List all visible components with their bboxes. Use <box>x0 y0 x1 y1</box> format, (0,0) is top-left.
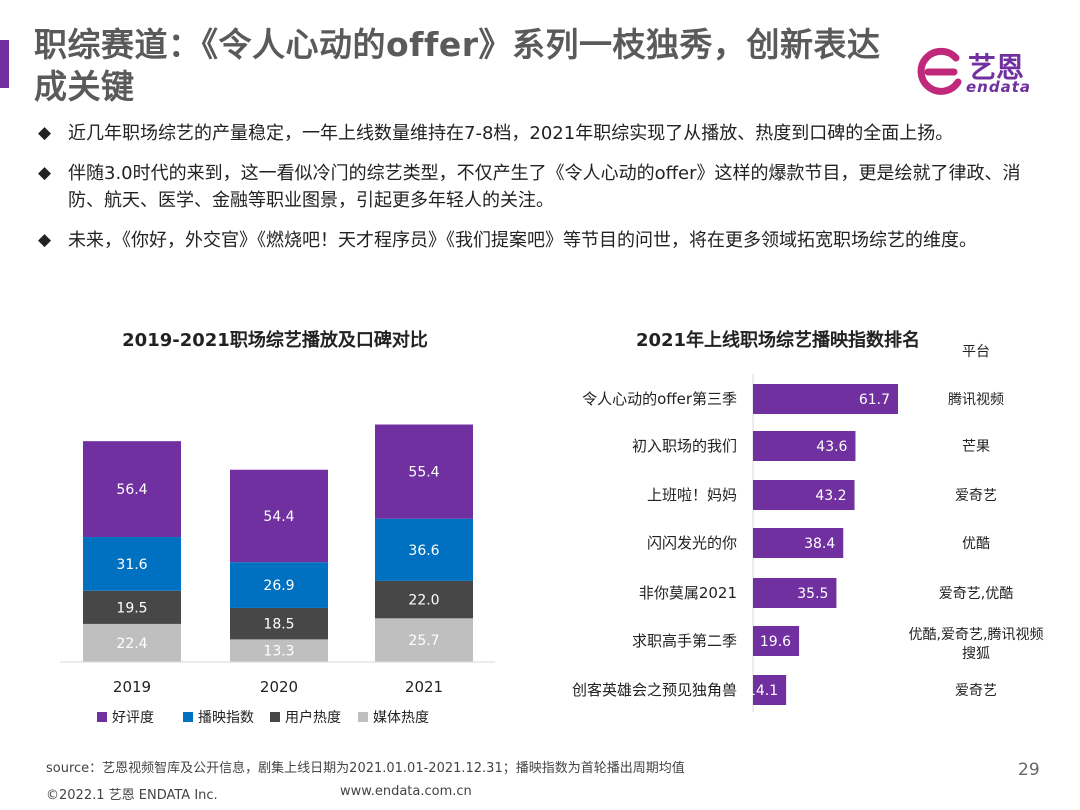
bar-segment <box>375 618 473 662</box>
legend-label: 媒体热度 <box>373 710 429 726</box>
bullet-item: ◆ 未来，《你好，外交官》《燃烧吧！天才程序员》《我们提案吧》等节目的问世，将在… <box>36 227 1026 254</box>
data-label: 22.4 <box>116 636 147 652</box>
data-label: 56.4 <box>116 482 147 498</box>
bar <box>753 528 844 558</box>
platform-header: 平台 <box>962 344 990 360</box>
data-label: 36.6 <box>408 543 439 559</box>
data-label: 25.7 <box>408 633 439 649</box>
data-label: 31.6 <box>116 557 147 573</box>
bar-segment <box>230 607 328 640</box>
bullet-text: 未来，《你好，外交官》《燃烧吧！天才程序员》《我们提案吧》等节目的问世，将在更多… <box>68 230 977 251</box>
platform-label: 优酷,爱奇艺,腾讯视频 <box>909 626 1044 643</box>
platform-label: 爱奇艺,优酷 <box>939 585 1013 602</box>
bullet-text: 近几年职场综艺的产量稳定，一年上线数量维持在7-8档，2021年职综实现了从播放… <box>68 123 954 144</box>
data-label: 26.9 <box>263 578 294 594</box>
stacked-bar-chart: 2019-2021职场综艺播放及口碑对比 22.4 19.5 31.6 56.4 2019… <box>40 320 510 740</box>
data-label: 43.6 <box>816 439 847 455</box>
chart-title: 2021年上线职场综艺播映指数排名 <box>636 329 920 351</box>
bar <box>753 675 787 705</box>
bar <box>753 578 837 608</box>
legend-swatch <box>270 712 280 722</box>
source-note: source：艺恩视频智库及公开信息，剧集上线日期为2021.01.01-202… <box>46 761 685 776</box>
platform-label: 芒果 <box>962 439 990 455</box>
bar-segment <box>83 623 181 662</box>
bar-segment <box>83 590 181 624</box>
data-label: 14.1 <box>747 683 778 699</box>
bar-segment <box>83 441 181 538</box>
title-accent-bar <box>0 40 9 88</box>
data-label: 22.0 <box>408 593 439 609</box>
bar <box>753 480 855 510</box>
category-label: 求职高手第二季 <box>632 632 737 650</box>
bar-segment <box>375 518 473 581</box>
bullet-item: ◆ 近几年职场综艺的产量稳定，一年上线数量维持在7-8档，2021年职综实现了从… <box>36 120 1026 147</box>
platform-label: 优酷 <box>962 536 990 552</box>
platform-label: 爱奇艺 <box>955 487 997 504</box>
category-label: 上班啦！妈妈 <box>647 486 737 504</box>
data-label: 13.3 <box>263 644 294 660</box>
diamond-bullet-icon: ◆ <box>38 163 52 183</box>
footer-url: www.endata.com.cn <box>340 784 472 799</box>
bar <box>753 626 800 656</box>
diamond-bullet-icon: ◆ <box>38 123 52 143</box>
bar <box>753 384 898 414</box>
data-label: 55.4 <box>408 465 439 481</box>
bar-segment <box>230 562 328 608</box>
category-label: 初入职场的我们 <box>632 437 737 455</box>
x-tick-label: 2021 <box>405 678 443 696</box>
bar-segment <box>230 469 328 563</box>
x-tick-label: 2020 <box>260 678 298 696</box>
data-label: 35.5 <box>797 586 828 602</box>
x-tick-label: 2019 <box>113 678 151 696</box>
endata-logo: 艺恩 endata <box>912 44 1052 100</box>
endata-logo-icon <box>917 47 962 95</box>
data-label: 18.5 <box>263 617 294 633</box>
data-label: 61.7 <box>859 392 890 408</box>
legend-swatch <box>97 712 107 722</box>
data-label: 38.4 <box>804 536 835 552</box>
bar <box>753 431 856 461</box>
bullet-list: ◆ 近几年职场综艺的产量稳定，一年上线数量维持在7-8档，2021年职综实现了从… <box>36 120 1026 267</box>
legend-swatch <box>183 712 193 722</box>
data-label: 54.4 <box>263 509 294 525</box>
platform-label: 腾讯视频 <box>948 391 1004 408</box>
legend-label: 用户热度 <box>285 709 341 726</box>
bar-segment <box>375 580 473 619</box>
category-label: 非你莫属2021 <box>639 584 737 602</box>
ranking-bar-chart: 2021年上线职场综艺播映指数排名平台令人心动的offer第三季 61.7 腾讯视频… <box>540 320 1070 740</box>
logo-text: 艺恩 <box>968 51 1025 84</box>
diamond-bullet-icon: ◆ <box>38 230 52 250</box>
stacked-bar-chart-svg: 2019-2021职场综艺播放及口碑对比 22.4 19.5 31.6 56.4 2019… <box>60 329 495 726</box>
data-label: 19.5 <box>116 600 147 616</box>
copyright: ©2022.1 艺恩 ENDATA Inc. <box>46 788 218 803</box>
page-number: 29 <box>1018 760 1040 780</box>
logo-subtext: endata <box>966 78 1032 96</box>
category-label: 令人心动的offer第三季 <box>582 390 737 408</box>
data-label: 19.6 <box>760 634 791 650</box>
platform-label: 爱奇艺 <box>955 682 997 699</box>
legend-label: 好评度 <box>112 710 154 726</box>
bar-segment <box>83 537 181 591</box>
legend-label: 播映指数 <box>198 710 254 726</box>
chart-title: 2019-2021职场综艺播放及口碑对比 <box>122 329 428 351</box>
page-title: 职综赛道：《令人心动的offer》系列一枝独秀，创新表达成关键 <box>34 25 881 106</box>
platform-label: 搜狐 <box>962 646 990 662</box>
data-label: 43.2 <box>815 488 846 504</box>
bar-segment <box>230 639 328 662</box>
category-label: 闪闪发光的你 <box>647 534 737 552</box>
bullet-item: ◆ 伴随3.0时代的来到，这一看似冷门的综艺类型，不仅产生了《令人心动的offe… <box>36 160 1026 214</box>
legend-swatch <box>358 712 368 722</box>
bullet-text: 伴随3.0时代的来到，这一看似冷门的综艺类型，不仅产生了《令人心动的offer》… <box>68 163 1021 211</box>
bar-segment <box>375 424 473 519</box>
category-label: 创客英雄会之预见独角兽 <box>572 681 737 699</box>
